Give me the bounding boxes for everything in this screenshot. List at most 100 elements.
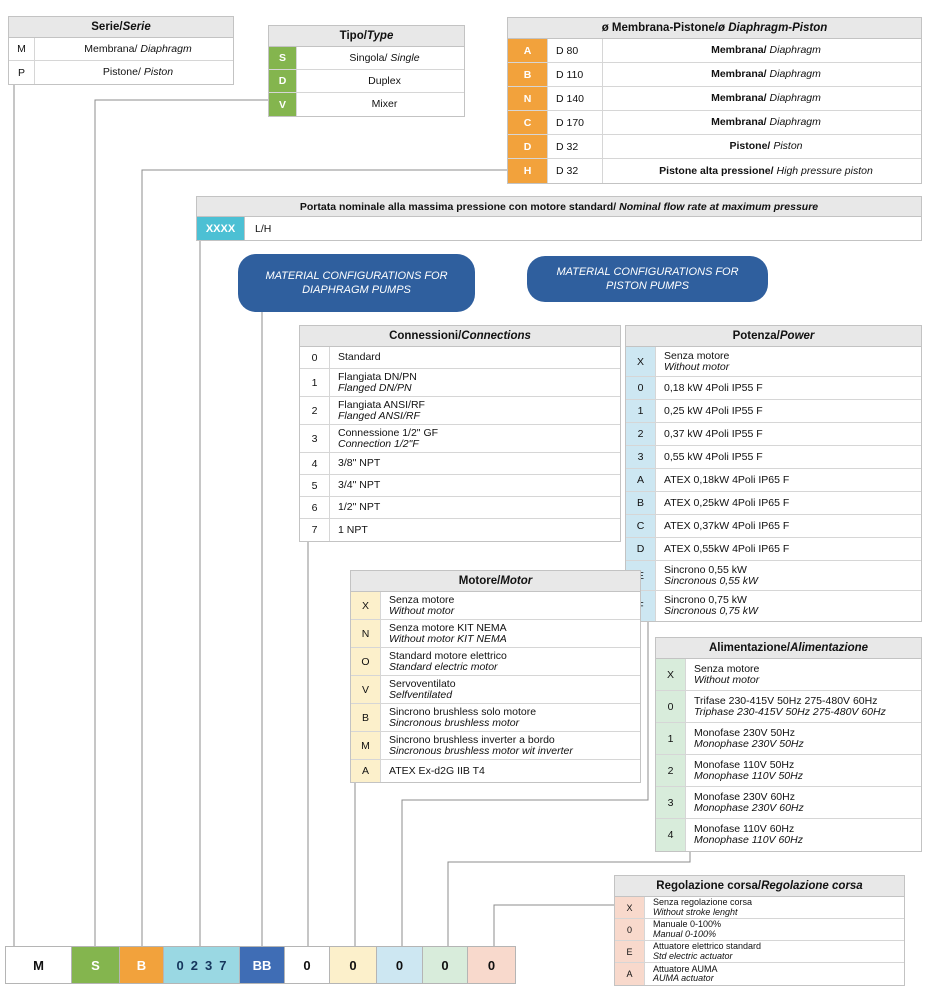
flow-rate-title: Portata nominale alla massima pressione …	[196, 196, 922, 217]
description-cell: Senza motore KIT NEMA Without motor KIT N…	[381, 620, 640, 647]
description-en: AUMA actuator	[653, 973, 714, 983]
title-en: Motor	[500, 575, 533, 587]
table-row: D ATEX 0,55kW 4Poli IP65 F	[626, 538, 921, 561]
description-cell: Monofase 230V 50Hz Monophase 230V 50Hz	[686, 723, 921, 754]
code-cell: S	[269, 47, 297, 69]
table-row: C ATEX 0,37kW 4Poli IP65 F	[626, 515, 921, 538]
power-table-body: X Senza motore Without motor 0 0,18 kW 4Poli…	[626, 347, 921, 621]
description-cell: Trifase 230-415V 50Hz 275-480V 60Hz Triph…	[686, 691, 921, 722]
description-en: Monophase 230V 50Hz	[694, 737, 804, 750]
description-cell: Standard	[330, 347, 620, 368]
description-cell: ATEX Ex-d2G IIB T4	[381, 760, 640, 782]
example-code-cell: 0	[468, 946, 516, 984]
title-en: Type	[366, 30, 394, 42]
description-it: 0,18 kW 4Poli IP55 F	[664, 381, 763, 394]
serie-table-title: Serie/Serie	[9, 17, 233, 38]
tipo-table-title: Tipo/Type	[269, 26, 464, 47]
description-en: Flanged ANSI/RF	[338, 409, 420, 422]
table-row: V Mixer	[269, 93, 464, 116]
description-it: Standard	[338, 351, 381, 363]
description-cell: Attuatore AUMA AUMA actuator	[645, 963, 904, 985]
table-row: 1 Monofase 230V 50Hz Monophase 230V 50Hz	[656, 723, 921, 755]
description-it: Pistone/	[729, 140, 771, 152]
code-cell: D	[508, 135, 548, 158]
code-cell: 3	[626, 446, 656, 468]
description-it: 3/8" NPT	[338, 457, 381, 469]
code-cell: 7	[300, 519, 330, 541]
title-it: Motore/	[458, 575, 501, 587]
connector-supply	[447, 850, 691, 946]
table-row: O Standard motore elettrico Standard elect…	[351, 648, 640, 676]
table-row: 0 Standard	[300, 347, 620, 369]
description-it: Monofase 110V 60Hz	[694, 823, 795, 835]
description-it: Sincrono 0,55 kW	[664, 563, 747, 576]
description-it: Standard motore elettrico	[389, 649, 507, 662]
diaphragm-materials-callout: MATERIAL CONFIGURATIONS FOR DIAPHRAGM PU…	[238, 254, 475, 312]
description-it: Senza motore	[664, 349, 730, 362]
motor-table: Motore/Motor X Senza motore Without motor N…	[350, 570, 641, 783]
diameter-cell: D 170	[548, 111, 603, 134]
table-row: P Pistone/Piston	[9, 61, 233, 84]
table-row: X Senza motore Without motor	[626, 347, 921, 377]
code-cell: X	[626, 347, 656, 376]
description-en: Single	[390, 51, 420, 64]
description-cell: Standard motore elettrico Standard electr…	[381, 648, 640, 675]
code-cell: M	[9, 38, 35, 60]
description-it: ATEX 0,25kW 4Poli IP65 F	[664, 496, 790, 509]
table-row: D Duplex	[269, 70, 464, 93]
code-cell: 1	[300, 369, 330, 396]
title-it: Connessioni/	[389, 330, 462, 342]
tipo-table-body: S Singola/Single D Duplex V Mixer	[269, 47, 464, 116]
description-it: Servoventilato	[389, 677, 456, 690]
stroke-adjustment-table: Regolazione corsa/Regolazione corsa X Sen…	[614, 875, 905, 986]
power-table-title: Potenza/Power	[626, 326, 921, 347]
table-row: 2 Flangiata ANSI/RF Flanged ANSI/RF	[300, 397, 620, 425]
description-it: Mixer	[371, 98, 398, 110]
diaphragm-materials-callout-text: MATERIAL CONFIGURATIONS FOR DIAPHRAGM PU…	[265, 270, 448, 296]
code-cell: H	[508, 159, 548, 183]
description-cell: Membrana/Diaphragm	[603, 39, 921, 62]
description-it: Senza motore	[389, 593, 455, 606]
description-en: Without motor	[389, 604, 455, 617]
description-cell: Servoventilato Selfventilated	[381, 676, 640, 703]
description-en: Piston	[143, 66, 174, 78]
description-cell: Pistone/Piston	[603, 135, 921, 158]
description-cell: Monofase 110V 50Hz Monophase 110V 50Hz	[686, 755, 921, 786]
description-it: 0,55 kW 4Poli IP55 F	[664, 450, 763, 463]
flow-rate-code-cell: XXXX	[197, 217, 245, 240]
description-it: Senza motore KIT NEMA	[389, 621, 507, 634]
description-it: ATEX 0,18kW 4Poli IP65 F	[664, 473, 790, 486]
description-en: High pressure piston	[776, 164, 873, 177]
diameter-cell: D 110	[548, 63, 603, 86]
serie-table: Serie/Serie M Membrana/Diaphragm P Pistone/…	[8, 16, 234, 85]
description-cell: Senza motore Without motor	[381, 592, 640, 619]
description-cell: Mixer	[297, 93, 464, 116]
example-code-cell: 0	[423, 946, 468, 984]
table-row: 6 1/2" NPT	[300, 497, 620, 519]
description-it: Membrana/	[711, 68, 767, 80]
code-cell: 4	[656, 819, 686, 851]
code-cell: 5	[300, 475, 330, 496]
title-en: ø Diaphragm-Piston	[718, 22, 828, 34]
table-row: B ATEX 0,25kW 4Poli IP65 F	[626, 492, 921, 515]
description-en: Connection 1/2"F	[338, 437, 419, 450]
table-row: E Attuatore elettrico standard Std electri…	[615, 941, 904, 963]
description-en: Without motor KIT NEMA	[389, 632, 507, 645]
code-cell: D	[269, 70, 297, 92]
motor-table-body: X Senza motore Without motor N Senza motore …	[351, 592, 640, 782]
description-it: Attuatore AUMA	[653, 963, 718, 974]
code-cell: A	[508, 39, 548, 62]
description-en: Diaphragm	[769, 44, 821, 56]
description-cell: Senza motore Without motor	[656, 347, 921, 376]
description-en: Without stroke lenght	[653, 906, 738, 917]
code-cell: X	[615, 897, 645, 918]
description-en: Monophase 230V 60Hz	[694, 801, 804, 814]
description-it: ATEX Ex-d2G IIB T4	[389, 764, 485, 777]
